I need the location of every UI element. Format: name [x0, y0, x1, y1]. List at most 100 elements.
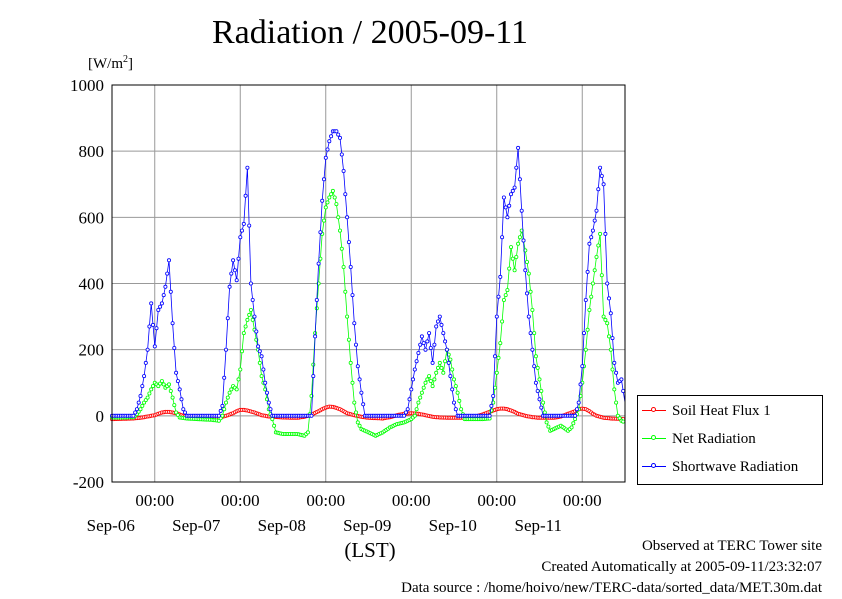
data-point [318, 230, 323, 235]
data-point [140, 384, 145, 389]
data-point [539, 388, 544, 393]
data-point [505, 288, 510, 293]
data-point [227, 284, 232, 289]
data-point [503, 293, 508, 298]
data-point [501, 297, 506, 302]
data-point [407, 397, 412, 402]
x-tick-labels: 00:00Sep-0600:00Sep-0700:00Sep-0800:00Se… [87, 491, 602, 535]
series-line [112, 130, 626, 417]
data-point [446, 360, 451, 365]
data-point [309, 413, 314, 418]
data-point [603, 231, 608, 236]
data-point [159, 301, 164, 306]
data-point [152, 344, 157, 349]
data-point [592, 268, 597, 273]
footer-site: Observed at TERC Tower site [641, 538, 822, 554]
data-point [334, 202, 339, 207]
data-point [257, 349, 262, 354]
data-point [525, 291, 530, 296]
data-point [220, 403, 225, 408]
data-point [359, 390, 364, 395]
data-point [441, 370, 446, 375]
data-point [532, 331, 537, 336]
data-point [451, 377, 456, 382]
data-point [437, 360, 442, 365]
data-point [332, 195, 337, 200]
data-point [353, 342, 358, 347]
legend-label: Shortwave Radiation [672, 458, 799, 475]
data-point [601, 182, 606, 187]
data-point [181, 407, 186, 412]
data-point [510, 188, 515, 193]
data-point [174, 370, 179, 375]
data-point [428, 379, 433, 384]
data-point [498, 341, 503, 346]
data-point [225, 395, 230, 400]
data-point [234, 387, 239, 392]
data-point [147, 391, 152, 396]
data-point [569, 425, 574, 430]
data-point [514, 165, 519, 170]
data-point [621, 388, 626, 393]
data-point [348, 264, 353, 269]
data-point [172, 403, 177, 408]
data-point [353, 410, 358, 415]
data-point [314, 297, 319, 302]
data-point [500, 235, 505, 240]
data-point [428, 345, 433, 350]
data-point [510, 256, 515, 261]
data-point [158, 304, 163, 309]
data-point [516, 145, 521, 150]
data-point [161, 382, 166, 387]
data-point [168, 388, 173, 393]
series-layer [110, 129, 626, 438]
x-tick-date: Sep-07 [172, 516, 221, 535]
data-point [172, 345, 177, 350]
data-point [245, 317, 250, 322]
series-net-radiation [110, 188, 626, 438]
data-point [587, 241, 592, 246]
data-point [138, 393, 143, 398]
data-point [140, 403, 145, 408]
data-point [516, 241, 521, 246]
data-point [430, 360, 435, 365]
chart-title: Radiation / 2005-09-11 [211, 14, 529, 51]
data-point [508, 192, 513, 197]
data-point [571, 421, 576, 426]
data-point [583, 297, 588, 302]
data-point [272, 423, 277, 428]
data-point [150, 384, 155, 389]
data-point [526, 314, 531, 319]
data-point [414, 359, 419, 364]
series-line [112, 189, 626, 437]
data-point [580, 364, 585, 369]
data-point [327, 139, 332, 144]
x-tick-time: 00:00 [135, 491, 174, 510]
data-point [248, 307, 253, 312]
x-tick-date: Sep-11 [514, 516, 562, 535]
data-point [573, 413, 578, 418]
data-point [177, 387, 182, 392]
data-point [225, 316, 230, 321]
data-point [496, 355, 501, 360]
data-point [136, 400, 141, 405]
data-point [350, 293, 355, 298]
data-point [455, 390, 460, 395]
data-point [546, 424, 551, 429]
data-point [252, 314, 257, 319]
data-point [350, 380, 355, 385]
data-point [582, 331, 587, 336]
data-point [143, 360, 148, 365]
data-point [494, 314, 499, 319]
data-point [330, 188, 335, 193]
data-point [131, 413, 136, 418]
data-point [222, 407, 227, 412]
data-point [352, 321, 357, 326]
data-point [517, 235, 522, 240]
y-tick-label: 600 [79, 208, 105, 227]
data-point [239, 349, 244, 354]
data-point [337, 228, 342, 233]
data-point [596, 187, 601, 192]
data-point [599, 173, 604, 178]
data-point [316, 261, 321, 266]
